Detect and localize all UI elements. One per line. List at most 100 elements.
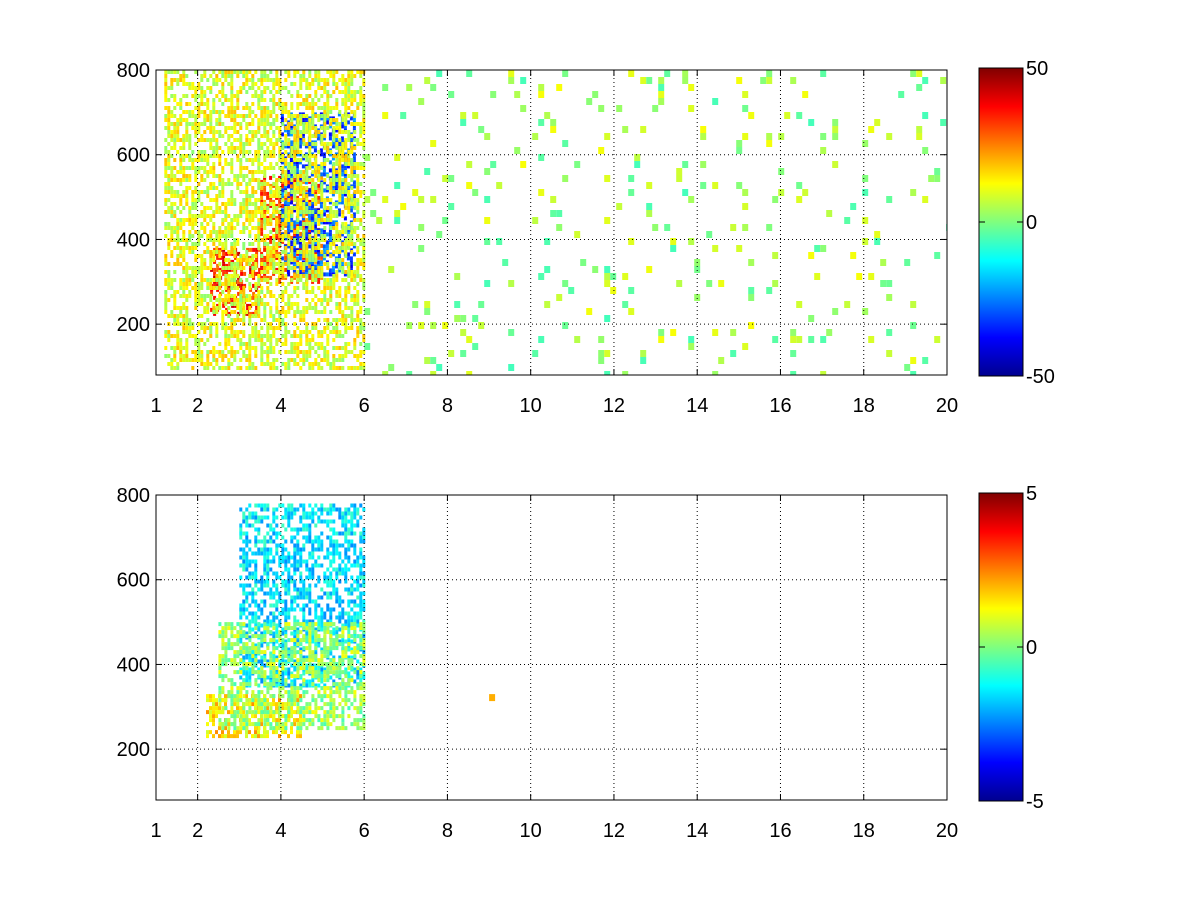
heatmap-cell: [251, 611, 255, 616]
heatmap-cell: [296, 350, 300, 354]
heatmap-cell: [332, 126, 336, 130]
heatmap-cell: [904, 259, 911, 266]
heatmap-cell: [203, 262, 207, 266]
heatmap-cell: [254, 334, 258, 338]
heatmap-cell: [233, 114, 237, 118]
heatmap-cell: [251, 366, 255, 370]
heatmap-cell: [544, 238, 551, 245]
heatmap-cell: [344, 222, 348, 226]
heatmap-cell: [742, 105, 749, 112]
heatmap-cell: [266, 358, 270, 362]
top-grid: [156, 70, 947, 375]
heatmap-cell: [278, 186, 282, 190]
heatmap-cell: [176, 314, 180, 318]
heatmap-cell: [289, 260, 293, 265]
heatmap-cell: [242, 599, 246, 604]
heatmap-cell: [230, 330, 234, 334]
heatmap-cell: [353, 198, 357, 202]
heatmap-cell: [290, 183, 294, 188]
heatmap-cell: [323, 346, 327, 350]
heatmap-cell: [332, 242, 336, 246]
heatmap-cell: [466, 161, 473, 168]
heatmap-cell: [320, 346, 324, 350]
heatmap-cell: [248, 571, 252, 576]
heatmap-cell: [216, 303, 220, 308]
heatmap-cell: [359, 190, 363, 194]
heatmap-cell: [230, 262, 234, 266]
heatmap-cell: [304, 236, 308, 241]
heatmap-cell: [269, 539, 273, 544]
heatmap-cell: [275, 515, 279, 520]
heatmap-cell: [448, 175, 455, 182]
heatmap-cell: [251, 714, 254, 719]
heatmap-cell: [230, 282, 234, 286]
heatmap-cell: [296, 70, 300, 74]
heatmap-cell: [197, 294, 201, 298]
heatmap-cell: [269, 218, 273, 222]
heatmap-cell: [281, 203, 285, 208]
heatmap-cell: [430, 196, 437, 203]
heatmap-cell: [472, 189, 479, 196]
heatmap-cell: [296, 122, 300, 126]
heatmap-cell: [296, 118, 300, 122]
heatmap-cell: [272, 595, 276, 600]
heatmap-cell: [269, 138, 273, 142]
heatmap-cell: [242, 539, 246, 544]
heatmap-cell: [227, 126, 231, 130]
heatmap-cell: [338, 146, 342, 150]
heatmap-cell: [284, 667, 288, 672]
heatmap-cell: [239, 611, 243, 616]
heatmap-cell: [209, 350, 213, 354]
heatmap-cell: [302, 671, 306, 676]
heatmap-cell: [263, 539, 267, 544]
heatmap-cell: [742, 203, 749, 210]
heatmap-cell: [290, 539, 294, 544]
heatmap-cell: [310, 200, 314, 205]
heatmap-cell: [239, 290, 243, 294]
heatmap-cell: [766, 133, 773, 140]
heatmap-cell: [251, 78, 255, 82]
heatmap-cell: [362, 174, 366, 178]
heatmap-cell: [242, 334, 246, 338]
heatmap-cell: [269, 294, 273, 298]
heatmap-cell: [233, 218, 237, 222]
heatmap-cell: [245, 254, 249, 258]
heatmap-cell: [209, 250, 213, 254]
heatmap-cell: [290, 294, 294, 298]
heatmap-cell: [278, 223, 282, 228]
heatmap-cell: [269, 326, 273, 330]
heatmap-cell: [260, 223, 264, 228]
heatmap-cell: [191, 334, 195, 338]
heatmap-cell: [299, 278, 303, 282]
heatmap-cell: [245, 694, 248, 699]
heatmap-cell: [412, 301, 419, 308]
heatmap-cell: [658, 336, 665, 343]
heatmap-cell: [424, 77, 431, 84]
heatmap-cell: [317, 318, 321, 322]
heatmap-cell: [248, 350, 252, 354]
heatmap-cell: [353, 366, 357, 370]
heatmap-cell: [332, 162, 336, 166]
heatmap-cell: [179, 278, 183, 282]
heatmap-cell: [308, 238, 312, 242]
heatmap-cell: [197, 350, 201, 354]
heatmap-cell: [299, 182, 303, 186]
heatmap-cell: [173, 190, 177, 194]
heatmap-cell: [269, 362, 273, 366]
heatmap-cell: [670, 245, 677, 252]
heatmap-cell: [242, 354, 246, 358]
heatmap-cell: [574, 336, 581, 343]
heatmap-cell: [281, 631, 285, 636]
heatmap-cell: [227, 226, 231, 230]
heatmap-cell: [224, 694, 227, 699]
heatmap-cell: [263, 734, 266, 739]
heatmap-cell: [280, 112, 284, 117]
heatmap-cell: [350, 326, 354, 330]
heatmap-cell: [293, 182, 297, 186]
heatmap-cell: [212, 310, 216, 314]
heatmap-cell: [332, 138, 336, 142]
heatmap-cell: [299, 310, 303, 314]
heatmap-cell: [347, 86, 351, 90]
heatmap-cell: [302, 362, 306, 366]
heatmap-cell: [263, 302, 267, 306]
